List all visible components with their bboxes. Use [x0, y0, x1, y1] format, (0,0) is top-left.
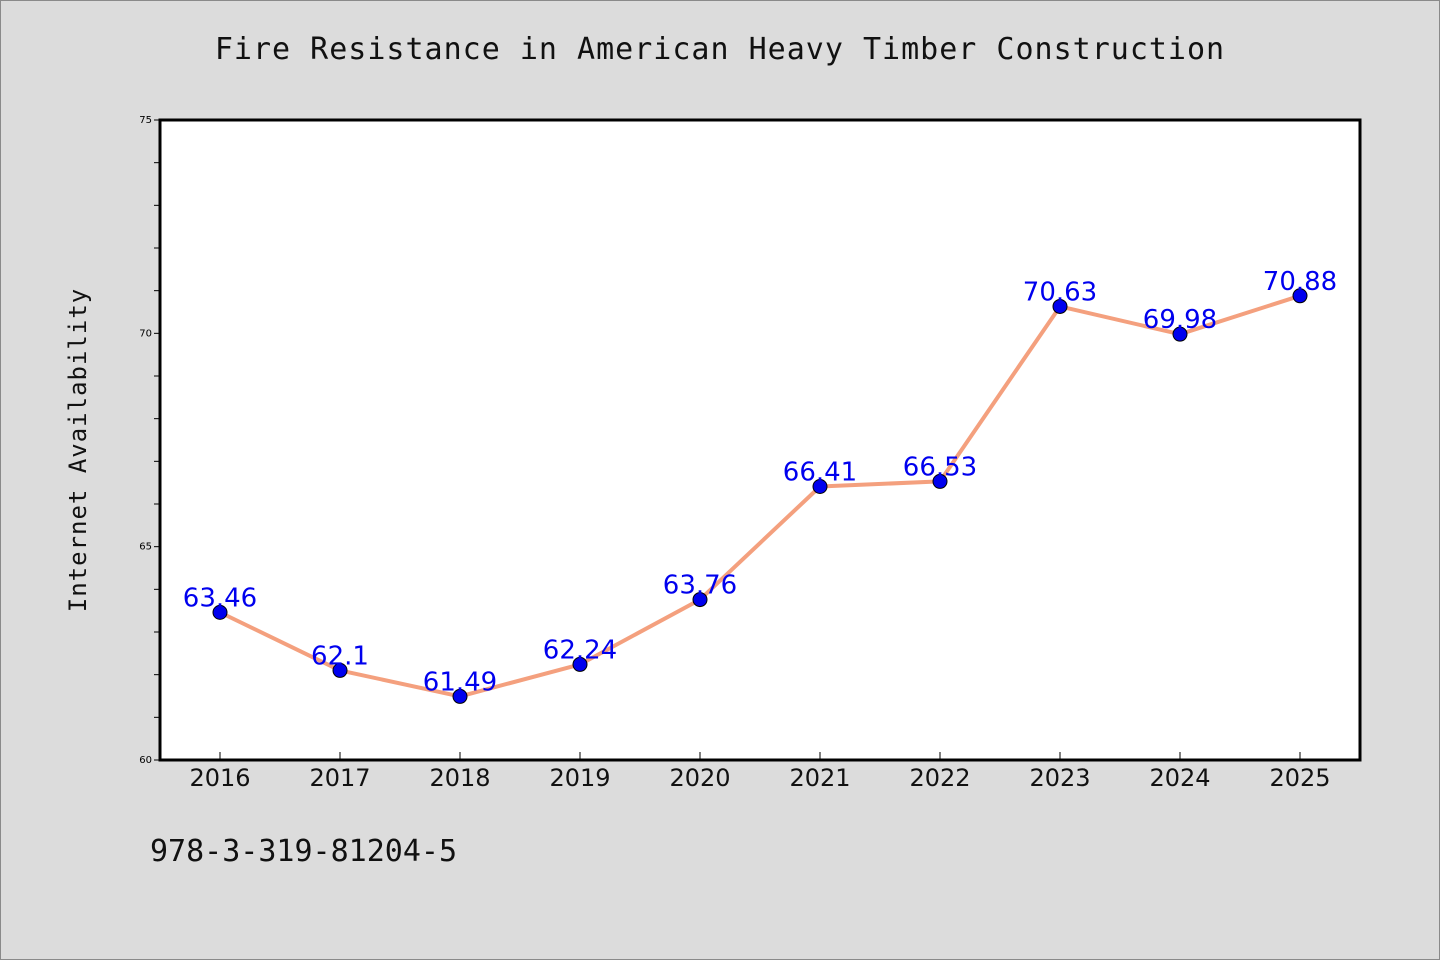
data-point: [332, 662, 348, 678]
x-tick-label: 2021: [789, 764, 850, 792]
y-tick-label: 65: [139, 542, 152, 553]
x-tick-label: 2023: [1029, 764, 1090, 792]
x-tick-label: 2017: [309, 764, 370, 792]
x-tick-label: 2020: [669, 764, 730, 792]
data-label: 62.1: [311, 641, 369, 671]
x-tick-label: 2025: [1269, 764, 1330, 792]
x-tick-label: 2019: [549, 764, 610, 792]
y-tick-label: 75: [139, 115, 152, 126]
x-tick-label: 2018: [429, 764, 490, 792]
x-tick-label: 2022: [909, 764, 970, 792]
data-label: 69.98: [1143, 305, 1217, 335]
data-label: 66.41: [783, 458, 857, 488]
x-tick-label: 2024: [1149, 764, 1210, 792]
data-point: [1172, 326, 1188, 342]
chart-title: Fire Resistance in American Heavy Timber…: [214, 32, 1226, 67]
data-label: 70.88: [1263, 267, 1337, 297]
data-point: [572, 656, 588, 672]
data-label: 63.76: [663, 571, 737, 601]
data-point: [452, 688, 468, 704]
data-label: 62.24: [543, 635, 617, 665]
series-line: [218, 293, 1302, 699]
data-label: 61.49: [423, 667, 497, 697]
y-axis-label: Internet Availability: [64, 288, 92, 612]
x-tick-label: 2016: [189, 764, 250, 792]
data-point: [1052, 298, 1068, 314]
data-point: [932, 473, 948, 489]
y-tick-label: 70: [139, 328, 152, 339]
plot-area: [158, 118, 1362, 762]
data-point: [1292, 288, 1308, 304]
data-label: 70.63: [1023, 277, 1097, 307]
data-label: 66.53: [903, 452, 977, 482]
y-tick-label: 60: [139, 755, 152, 766]
data-label: 63.46: [183, 583, 257, 613]
data-point: [812, 479, 828, 495]
data-point: [692, 592, 708, 608]
data-point: [212, 604, 228, 620]
isbn-text: 978-3-319-81204-5: [150, 834, 458, 869]
